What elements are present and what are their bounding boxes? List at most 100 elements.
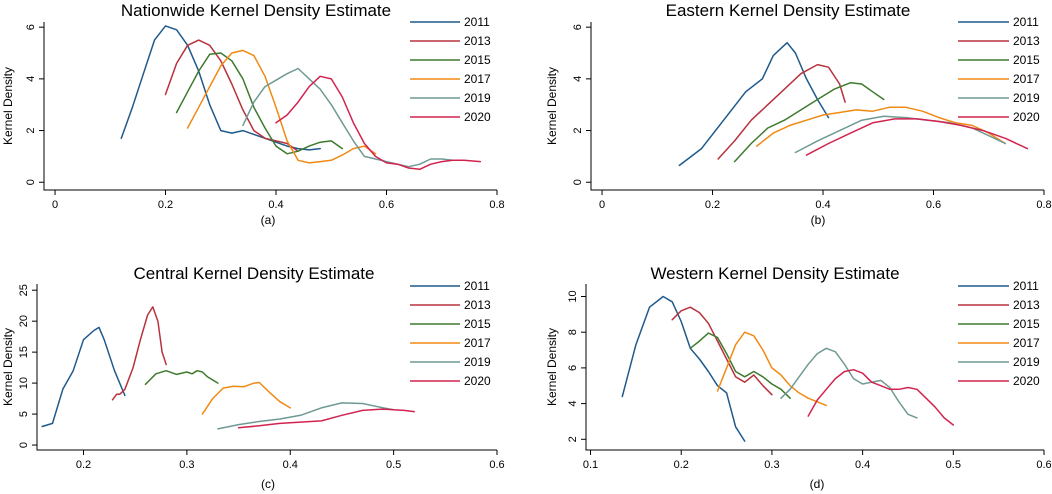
x-tick-label: 0.2	[705, 199, 720, 211]
x-tick-label: 0.5	[946, 459, 961, 471]
x-tick-label: 0.1	[583, 459, 598, 471]
legend-label: 2015	[464, 53, 491, 67]
y-tick-label: 10	[18, 377, 30, 389]
legend-label: 2013	[1013, 34, 1040, 48]
legend-label: 2017	[1013, 72, 1040, 86]
y-tick-label: 0	[25, 179, 37, 185]
chart-panel-d: 0.1 0.2 0.3 0.4 0.5 0.6 2 4 6 8 10 Kernel Density We…	[545, 264, 1052, 491]
chart-panel-b: 0 0.2 0.4 0.6 0.8 0 2 4 6 Kernel Density Eastern K…	[545, 1, 1052, 227]
y-tick-label: 10	[567, 290, 579, 302]
series-line-2013	[164, 39, 299, 152]
y-tick-label: 2	[572, 127, 584, 133]
x-tick-label: 0.2	[76, 459, 91, 471]
legend-label: 2019	[464, 355, 491, 369]
series-line-2015	[144, 369, 219, 386]
series-line-2013	[671, 306, 773, 396]
series-line-2020	[275, 75, 482, 171]
panel-label: (b)	[811, 213, 826, 227]
legend-label: 2019	[464, 91, 491, 105]
legend-label: 2020	[1013, 110, 1040, 124]
y-tick-label: 4	[572, 76, 584, 82]
legend-label: 2017	[464, 72, 491, 86]
legend-label: 2011	[464, 15, 490, 29]
x-tick-label: 0.2	[158, 199, 173, 211]
series-line-2020	[237, 408, 416, 429]
y-tick-label: 8	[567, 329, 579, 335]
series-line-2017	[716, 331, 828, 407]
legend-label: 2015	[464, 317, 491, 331]
y-tick-label: 6	[25, 24, 37, 30]
x-tick-label: 0.4	[855, 459, 870, 471]
y-tick-label: 4	[25, 76, 37, 82]
y-axis-label: Kernel Density	[1, 328, 15, 406]
legend-label: 2020	[1013, 374, 1040, 388]
y-tick-label: 0	[18, 442, 30, 448]
series-line-2011	[120, 25, 321, 151]
series-line-2019	[242, 67, 454, 168]
y-tick-label: 0	[572, 179, 584, 185]
series-line-2015	[689, 332, 791, 399]
chart-title: Western Kernel Density Estimate	[650, 264, 899, 283]
legend-label: 2015	[1013, 53, 1040, 67]
y-tick-label: 2	[25, 127, 37, 133]
legend-label: 2011	[1013, 15, 1039, 29]
x-tick-label: 0	[52, 199, 58, 211]
series-line-2019	[217, 402, 395, 430]
x-tick-label: 0.5	[386, 459, 401, 471]
x-tick-label: 0.3	[764, 459, 779, 471]
y-tick-label: 4	[567, 401, 579, 407]
x-tick-label: 0.4	[815, 199, 830, 211]
legend-label: 2020	[464, 374, 491, 388]
legend-label: 2013	[464, 34, 491, 48]
series-line-2015	[175, 52, 344, 155]
legend: 2011 2013 2015 2017 2019 2020	[958, 15, 1040, 124]
y-tick-label: 2	[567, 436, 579, 442]
panel-label: (c)	[261, 477, 275, 491]
y-tick-label: 5	[18, 411, 30, 417]
legend-label: 2017	[464, 336, 491, 350]
series-line-2013	[717, 63, 846, 160]
legend-label: 2020	[464, 110, 491, 124]
series-line-2017	[755, 106, 1007, 147]
legend-label: 2011	[1013, 279, 1039, 293]
y-tick-label: 6	[572, 24, 584, 30]
panel-label: (d)	[810, 477, 825, 491]
legend: 2011 2013 2015 2017 2019 2020	[958, 279, 1040, 388]
x-tick-label: 0.8	[489, 199, 504, 211]
legend: 2011 2013 2015 2017 2019 2020	[410, 15, 491, 124]
x-tick-label: 0.6	[379, 199, 394, 211]
y-tick-label: 15	[18, 346, 30, 358]
y-axis-label: Kernel Density	[545, 67, 559, 145]
chart-panel-a: 0 0.2 0.4 0.6 0.8 0 2 4 6 Kernel Density Nationwid…	[1, 1, 505, 227]
y-tick-label: 6	[567, 365, 579, 371]
y-tick-label: 25	[18, 284, 30, 296]
chart-title: Central Kernel Density Estimate	[134, 264, 375, 283]
series-line-2013	[111, 306, 167, 401]
legend-label: 2013	[1013, 298, 1040, 312]
series-line-2011	[621, 295, 746, 442]
series-line-2020	[807, 368, 955, 426]
series-line-2019	[794, 115, 1007, 154]
y-tick-label: 20	[18, 315, 30, 327]
chart-title: Eastern Kernel Density Estimate	[666, 1, 911, 20]
x-tick-label: 0.6	[926, 199, 941, 211]
legend-label: 2011	[464, 279, 490, 293]
x-tick-label: 0.6	[489, 459, 504, 471]
y-axis-label: Kernel Density	[1, 67, 15, 145]
x-tick-label: 0.2	[674, 459, 689, 471]
series-line-2020	[805, 118, 1029, 156]
x-tick-label: 0.3	[179, 459, 194, 471]
series-line-2017	[186, 49, 377, 164]
panel-label: (a)	[261, 213, 276, 227]
legend-label: 2015	[1013, 317, 1040, 331]
legend: 2011 2013 2015 2017 2019 2020	[410, 279, 491, 388]
y-axis-label: Kernel Density	[545, 328, 559, 406]
series-line-2015	[733, 81, 885, 163]
legend-label: 2017	[1013, 336, 1040, 350]
chart-title: Nationwide Kernel Density Estimate	[121, 1, 391, 20]
legend-label: 2019	[1013, 355, 1040, 369]
chart-panel-c: 0.2 0.3 0.4 0.5 0.6 0 5 10 15 20 25 Kernel Density C…	[1, 264, 505, 491]
series-line-2011	[678, 41, 830, 167]
legend-label: 2013	[464, 298, 491, 312]
